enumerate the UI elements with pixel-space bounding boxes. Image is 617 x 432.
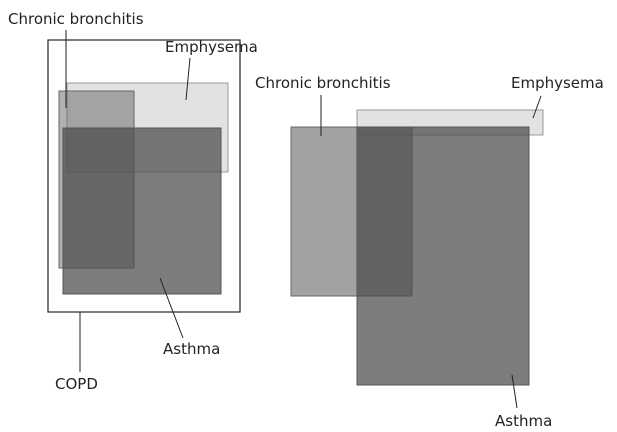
leader-line [511,374,518,409]
asthma-rect [62,127,222,295]
label: Chronic bronchitis [8,10,144,28]
leader-line [532,95,542,119]
label: Asthma [495,412,552,430]
label: Asthma [163,340,220,358]
right-diagram: Chronic bronchitis Emphysema Asthma [255,74,604,430]
label: Chronic bronchitis [255,74,391,92]
label: Emphysema [165,38,258,56]
copd-box [47,39,241,313]
left-diagram: Chronic bronchitis Emphysema Asthma COPD [8,10,258,393]
leader-line [185,57,191,101]
leader-line [159,277,184,339]
label: COPD [55,375,98,393]
asthma-rect [356,126,530,386]
label: Emphysema [511,74,604,92]
